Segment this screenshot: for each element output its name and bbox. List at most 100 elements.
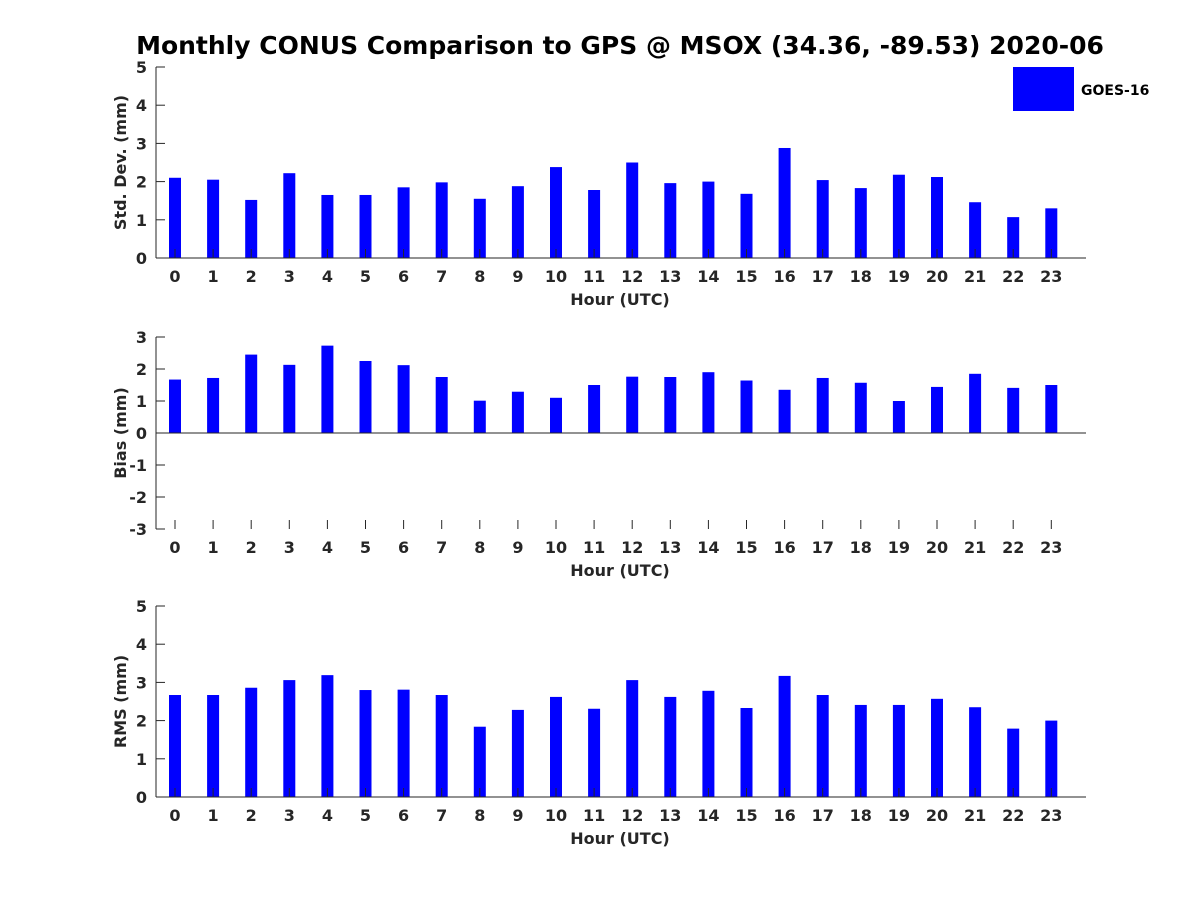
std-dev-bar-13 <box>664 183 677 258</box>
std-dev-bar-20 <box>931 177 943 258</box>
std-dev-bar-7 <box>435 182 448 258</box>
std-dev-y-tick-label: 4 <box>136 96 147 115</box>
rms-y-tick-label: 2 <box>136 712 147 731</box>
bias-bar-22 <box>1007 387 1020 433</box>
rms-x-tick-label: 19 <box>888 806 910 825</box>
bias-bar-17 <box>816 377 829 433</box>
rms-bar-5 <box>359 690 372 797</box>
rms-bar-11 <box>588 708 601 797</box>
rms-x-tick-label: 10 <box>545 806 567 825</box>
std-dev-bar-19 <box>892 174 905 258</box>
rms-bar-8 <box>473 726 486 797</box>
rms-bar-20 <box>931 698 943 797</box>
bias-bar-14 <box>702 372 715 433</box>
rms-bar-2 <box>245 687 258 797</box>
bias-bar-23 <box>1045 385 1058 433</box>
rms-bar-18 <box>854 704 867 797</box>
std-dev-bar-10 <box>550 167 562 258</box>
bias-x-tick-label: 23 <box>1040 538 1062 557</box>
bias-bar-16 <box>778 389 791 433</box>
std-dev-bar-18 <box>854 188 867 258</box>
bias-y-tick-label: 0 <box>136 424 147 443</box>
std-dev-x-tick-label: 9 <box>512 267 523 286</box>
std-dev-x-tick-label: 0 <box>169 267 180 286</box>
bias-bar-19 <box>892 401 905 433</box>
rms-x-tick-label: 23 <box>1040 806 1062 825</box>
rms-x-tick-label: 22 <box>1002 806 1024 825</box>
std-dev-y-tick-label: 2 <box>136 173 147 192</box>
rms-bar-13 <box>664 696 677 797</box>
std-dev-bar-22 <box>1007 217 1020 258</box>
rms-x-tick-label: 9 <box>512 806 523 825</box>
std-dev-bar-11 <box>588 190 601 258</box>
std-dev-bar-2 <box>245 199 258 258</box>
std-dev-x-tick-label: 2 <box>246 267 257 286</box>
rms-x-tick-label: 2 <box>246 806 257 825</box>
rms-bar-19 <box>892 704 905 797</box>
std-dev-bar-8 <box>473 198 486 258</box>
rms-y-axis-label: RMS (mm) <box>111 655 130 748</box>
std-dev-bar-14 <box>702 181 715 258</box>
std-dev-x-axis-label: Hour (UTC) <box>570 290 670 309</box>
bias-x-tick-label: 3 <box>284 538 295 557</box>
std-dev-y-tick-label: 1 <box>136 211 147 230</box>
std-dev-x-tick-label: 1 <box>208 267 219 286</box>
rms-x-tick-label: 18 <box>850 806 872 825</box>
bias-x-tick-label: 10 <box>545 538 567 557</box>
std-dev-x-tick-label: 10 <box>545 267 567 286</box>
std-dev-bar-9 <box>511 186 524 258</box>
bias-bar-0 <box>169 379 181 433</box>
std-dev-x-tick-label: 5 <box>360 267 371 286</box>
rms-x-tick-label: 12 <box>621 806 643 825</box>
rms-x-tick-label: 21 <box>964 806 986 825</box>
std-dev-y-axis-label: Std. Dev. (mm) <box>111 95 130 230</box>
bias-bar-2 <box>245 354 258 433</box>
bias-x-tick-label: 5 <box>360 538 371 557</box>
std-dev-x-tick-label: 15 <box>735 267 757 286</box>
bias-x-tick-label: 21 <box>964 538 986 557</box>
bias-bar-6 <box>397 365 410 433</box>
bias-x-tick-label: 22 <box>1002 538 1024 557</box>
legend-label-goes-16: GOES-16 <box>1081 83 1149 99</box>
rms-bar-15 <box>740 707 753 797</box>
bias-x-axis-label: Hour (UTC) <box>570 561 670 580</box>
rms-x-tick-label: 1 <box>208 806 219 825</box>
bias-y-tick-label: -3 <box>129 520 147 539</box>
std-dev-x-tick-label: 13 <box>659 267 681 286</box>
bias-x-tick-label: 12 <box>621 538 643 557</box>
rms-bar-22 <box>1007 728 1020 797</box>
rms-x-tick-label: 8 <box>474 806 485 825</box>
std-dev-bar-15 <box>740 193 753 258</box>
std-dev-x-tick-label: 11 <box>583 267 605 286</box>
std-dev-x-tick-label: 16 <box>773 267 795 286</box>
bias-bar-15 <box>740 380 753 433</box>
bias-y-tick-label: 2 <box>136 360 147 379</box>
bias-x-tick-label: 6 <box>398 538 409 557</box>
rms-y-tick-label: 3 <box>136 673 147 692</box>
std-dev-bar-16 <box>778 147 791 258</box>
bias-bar-11 <box>588 385 601 433</box>
std-dev-x-tick-label: 19 <box>888 267 910 286</box>
rms-bar-23 <box>1045 720 1058 797</box>
std-dev-x-tick-label: 23 <box>1040 267 1062 286</box>
bias-x-tick-label: 15 <box>735 538 757 557</box>
bias-bar-8 <box>473 400 486 433</box>
std-dev-y-tick-label: 0 <box>136 249 147 268</box>
rms-bar-7 <box>435 695 448 797</box>
rms-bar-0 <box>169 695 181 797</box>
bias-x-tick-label: 16 <box>773 538 795 557</box>
bias-bar-9 <box>511 391 524 433</box>
std-dev-x-tick-label: 3 <box>284 267 295 286</box>
rms-bar-4 <box>321 675 334 797</box>
std-dev-y-tick-label: 5 <box>136 58 147 77</box>
std-dev-bar-23 <box>1045 208 1058 258</box>
std-dev-bar-3 <box>283 173 296 258</box>
bias-bar-4 <box>321 345 334 433</box>
rms-x-tick-label: 16 <box>773 806 795 825</box>
rms-x-tick-label: 11 <box>583 806 605 825</box>
rms-bar-3 <box>283 680 296 797</box>
rms-y-tick-label: 4 <box>136 635 147 654</box>
bias-x-tick-label: 1 <box>208 538 219 557</box>
